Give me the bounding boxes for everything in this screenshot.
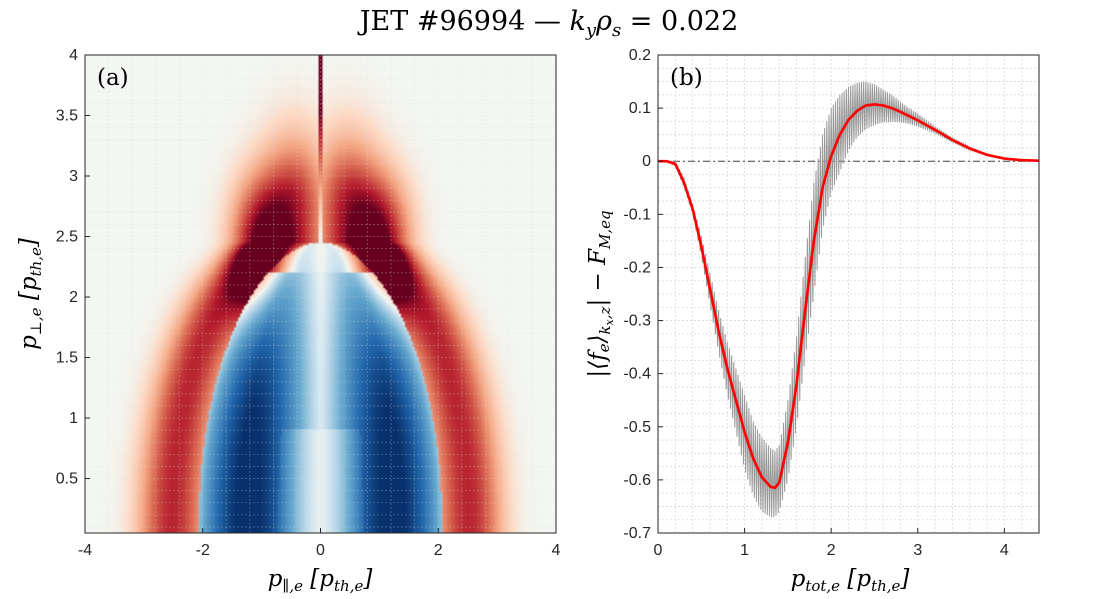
series-red-mean: [658, 103, 1039, 490]
y-tick-label: 0: [642, 153, 651, 170]
panel-a-label: (a): [97, 65, 129, 91]
x-tick-label: 2: [434, 542, 443, 559]
y-tick-label: 4: [69, 47, 78, 64]
x-tick-label: 4: [1000, 542, 1009, 559]
y-tick-label: 3: [69, 168, 78, 185]
y-tick-label: -0.5: [623, 419, 651, 436]
panel-b-ylabel: |⟨fe⟩kx,z| − FM,eq: [585, 210, 616, 377]
y-tick-label: -0.1: [623, 206, 651, 223]
x-tick-label: 1: [740, 542, 749, 559]
y-tick-label: 0.5: [56, 471, 78, 488]
x-tick-label: 4: [552, 542, 561, 559]
x-tick-label: -4: [78, 542, 92, 559]
y-tick-label: 2.5: [56, 229, 78, 246]
y-tick-label: 0.1: [629, 100, 651, 117]
figure-title: JET #96994 — kyρs = 0.022: [357, 6, 739, 41]
y-tick-label: 2: [69, 289, 78, 306]
x-tick-label: 2: [827, 542, 836, 559]
panel-b-lineplot: 0 1 2 3 4 0.2 0.1 0 -0.1 -0.2 -0.3 -0.4 -0.5 -0.6 -0.7…: [585, 47, 1040, 595]
panel-b-xlabel: ptot,e [pth,e]: [791, 566, 910, 595]
y-tick-label: -0.6: [623, 472, 651, 489]
y-tick-label: 0.2: [629, 47, 651, 64]
y-tick-label: 1.5: [56, 350, 78, 367]
panel-a-ylabel: p⊥,e [pth,e]: [16, 238, 45, 350]
panel-b-frame: [657, 54, 1040, 534]
x-tick-label: -2: [196, 542, 210, 559]
panel-a-xlabel: p∥,e [pth,e]: [268, 566, 373, 595]
panel-a-heatmap: -4 -2 0 2 4 0.5 1 1.5 2 2.5 3 3.5 4 (a) p∥,e [pth,e]…: [16, 47, 561, 595]
x-tick-label: 3: [913, 542, 922, 559]
y-tick-label: -0.2: [623, 259, 651, 276]
heatmap-image: [85, 55, 556, 533]
panel-b-label: (b): [670, 65, 703, 91]
y-tick-label: -0.7: [623, 525, 651, 542]
panel-a-ticks: -4 -2 0 2 4 0.5 1 1.5 2 2.5 3 3.5 4: [56, 47, 561, 559]
x-tick-label: 0: [654, 542, 663, 559]
y-tick-label: 3.5: [56, 108, 78, 125]
y-tick-label: -0.4: [623, 366, 651, 383]
y-tick-label: 1: [69, 410, 78, 427]
y-tick-label: -0.3: [623, 313, 651, 330]
panel-b-ticks: 0 1 2 3 4 0.2 0.1 0 -0.1 -0.2 -0.3 -0.4 -0.5 -0.6 -0.7: [623, 47, 1008, 559]
x-tick-label: 0: [316, 542, 325, 559]
panel-a-grid: [84, 54, 557, 533]
